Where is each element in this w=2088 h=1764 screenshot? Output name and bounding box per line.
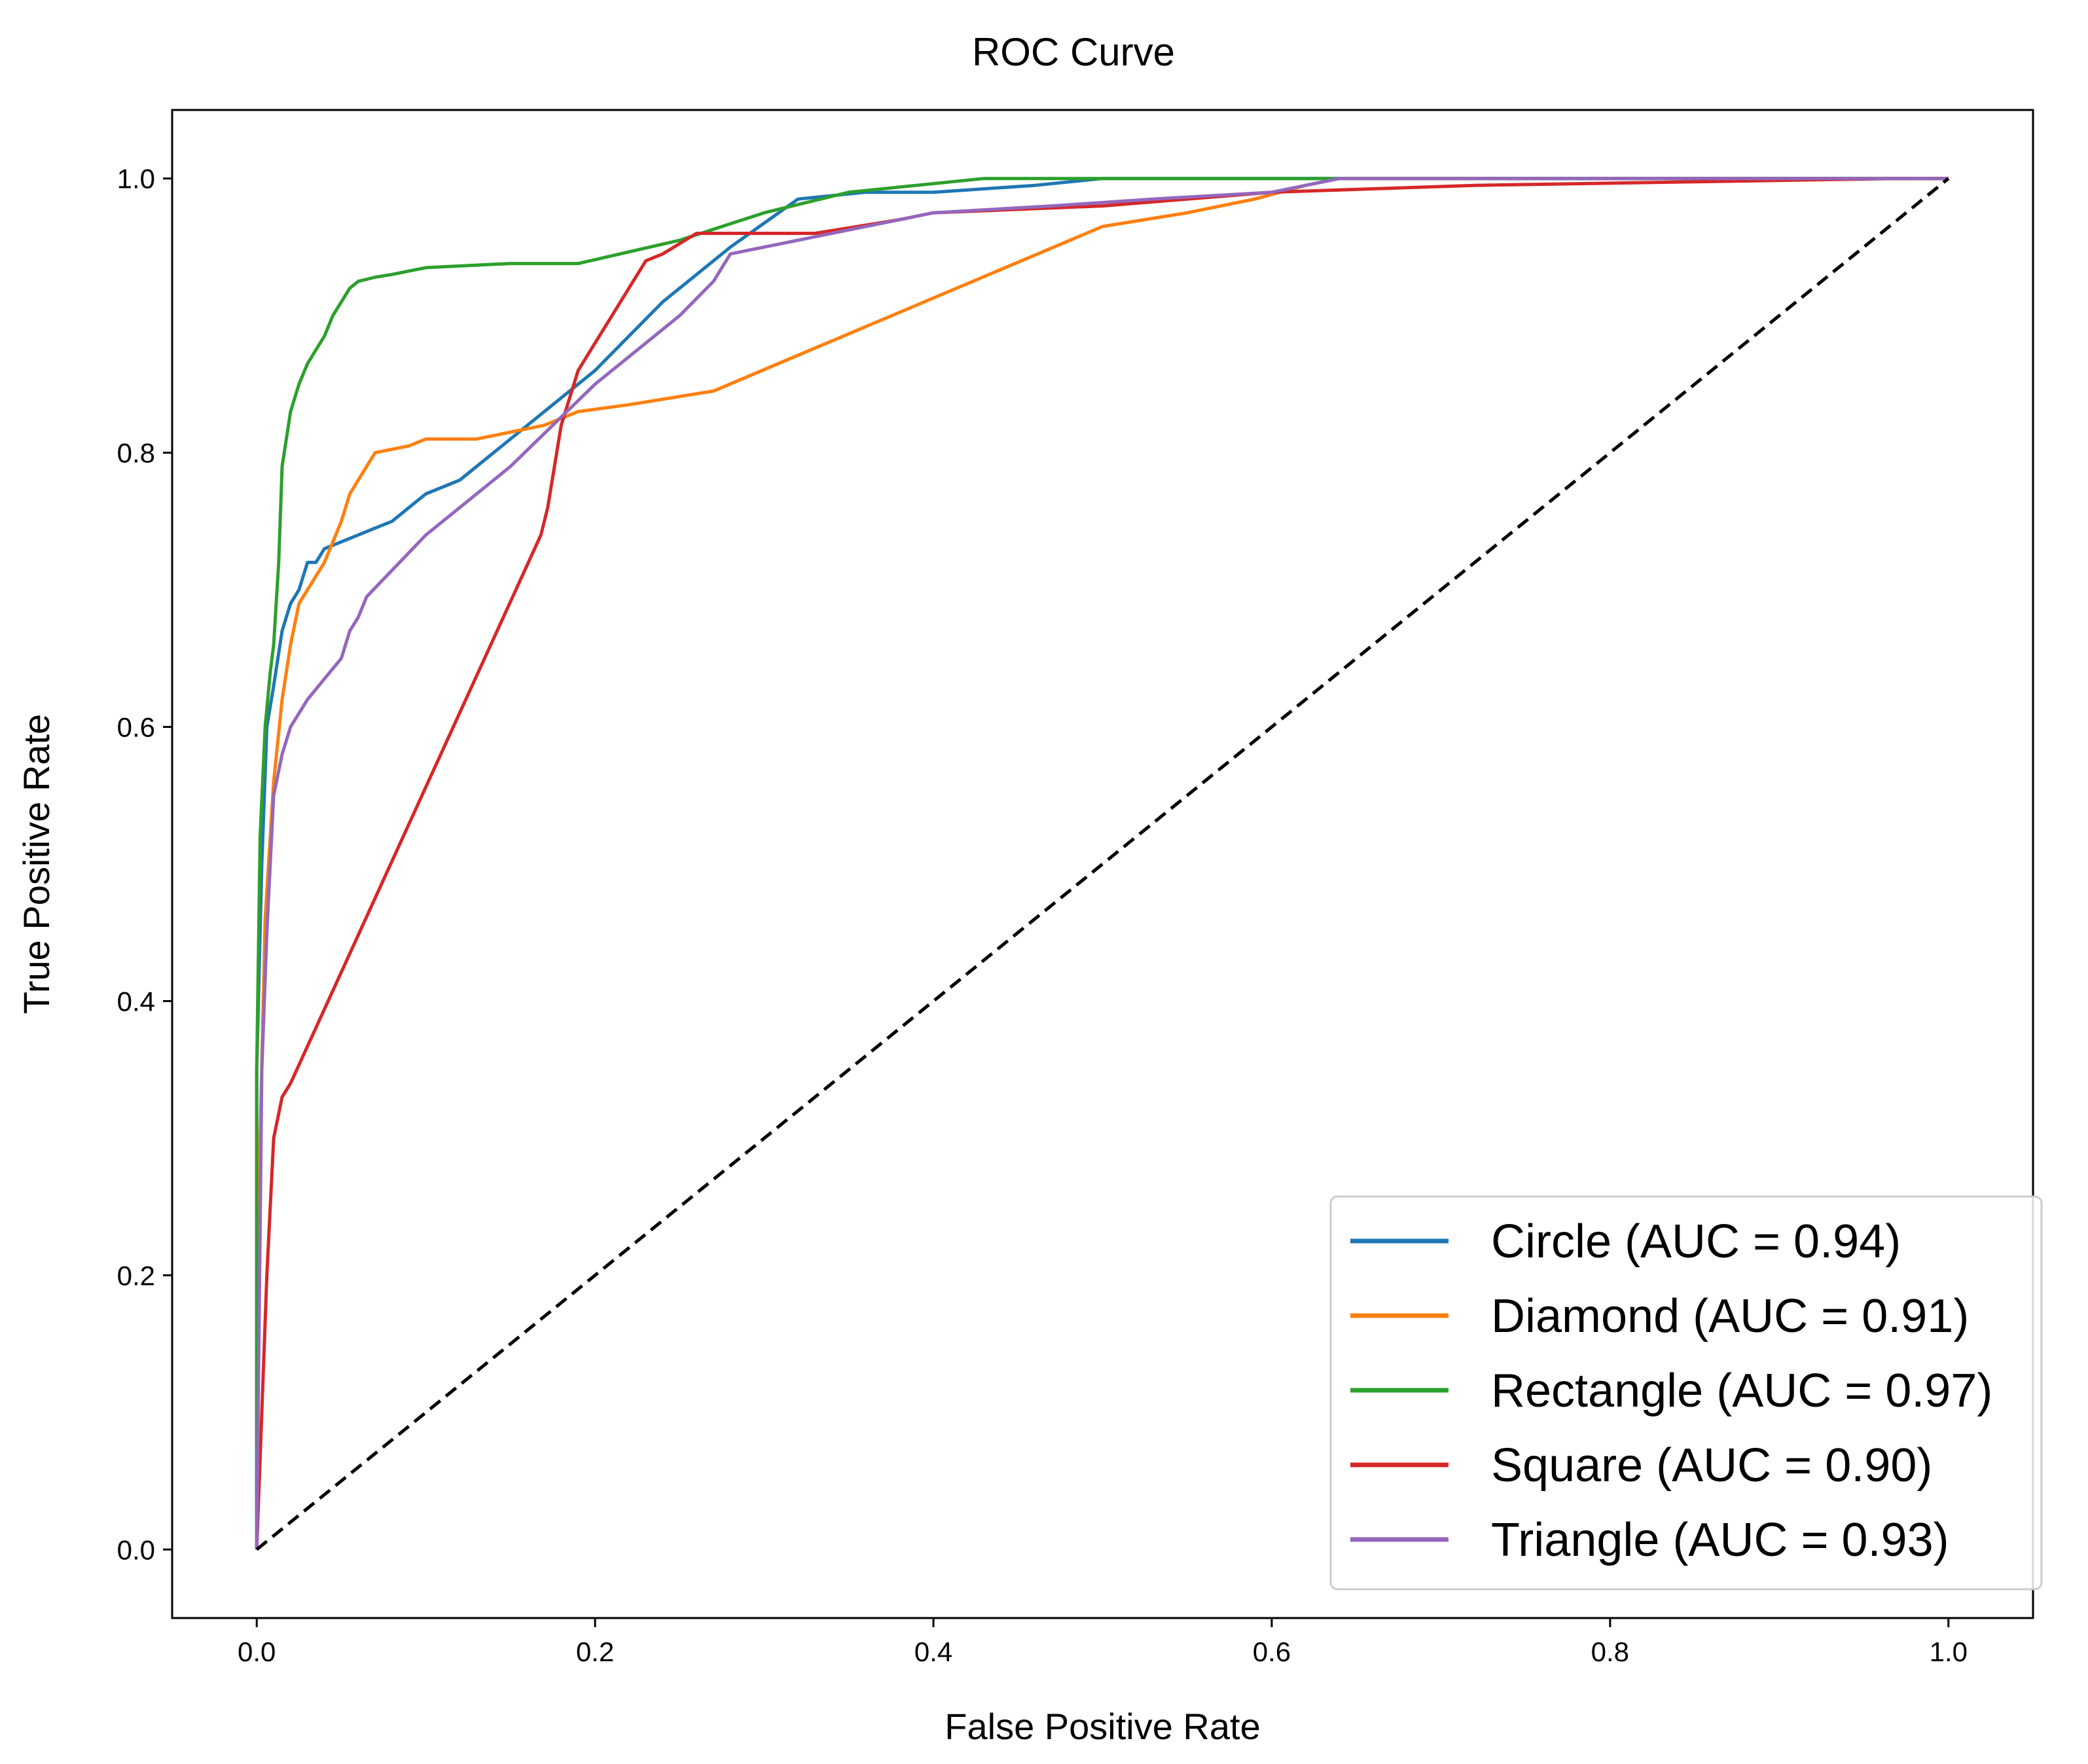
reference-diagonal-line	[255, 177, 1950, 1551]
y-tick-label: 0.2	[117, 1260, 155, 1291]
legend-label: Circle (AUC = 0.94)	[1491, 1215, 1901, 1268]
y-tick-label: 0.6	[117, 712, 155, 743]
legend-label: Rectangle (AUC = 0.97)	[1491, 1365, 1992, 1417]
series-line-square	[255, 177, 1949, 1550]
x-tick-label: 0.2	[576, 1636, 614, 1667]
x-axis: 0.0 0.2 0.4 0.6 0.8 1.0	[238, 1618, 1968, 1667]
y-tick-label: 0.8	[117, 438, 155, 469]
legend-label: Triangle (AUC = 0.93)	[1491, 1514, 1949, 1566]
y-tick-label: 1.0	[117, 164, 155, 194]
x-tick-label: 0.0	[238, 1636, 276, 1667]
y-axis-title: True Positive Rate	[16, 714, 57, 1015]
series-line-diamond	[255, 177, 1949, 1550]
legend-label: Diamond (AUC = 0.91)	[1491, 1290, 1969, 1342]
chart-title: ROC Curve	[972, 30, 1175, 74]
series-line-rectangle	[255, 177, 1949, 1550]
x-tick-label: 0.8	[1591, 1636, 1629, 1667]
x-axis-title: False Positive Rate	[945, 1706, 1260, 1747]
legend-label: Square (AUC = 0.90)	[1491, 1439, 1932, 1492]
series-line-circle	[255, 177, 1949, 1550]
x-tick-label: 1.0	[1930, 1636, 1968, 1667]
series-line-triangle	[255, 177, 1949, 1550]
x-tick-label: 0.6	[1253, 1636, 1291, 1667]
x-tick-label: 0.4	[914, 1636, 952, 1667]
legend-box	[1329, 1195, 2043, 1591]
legend: Circle (AUC = 0.94) Diamond (AUC = 0.91) R…	[1329, 1195, 2043, 1591]
y-tick-label: 0.0	[117, 1534, 155, 1565]
y-tick-label: 0.4	[117, 986, 155, 1017]
series-lines	[255, 177, 1950, 1551]
y-axis: 0.0 0.2 0.4 0.6 0.8 1.0	[117, 164, 172, 1565]
